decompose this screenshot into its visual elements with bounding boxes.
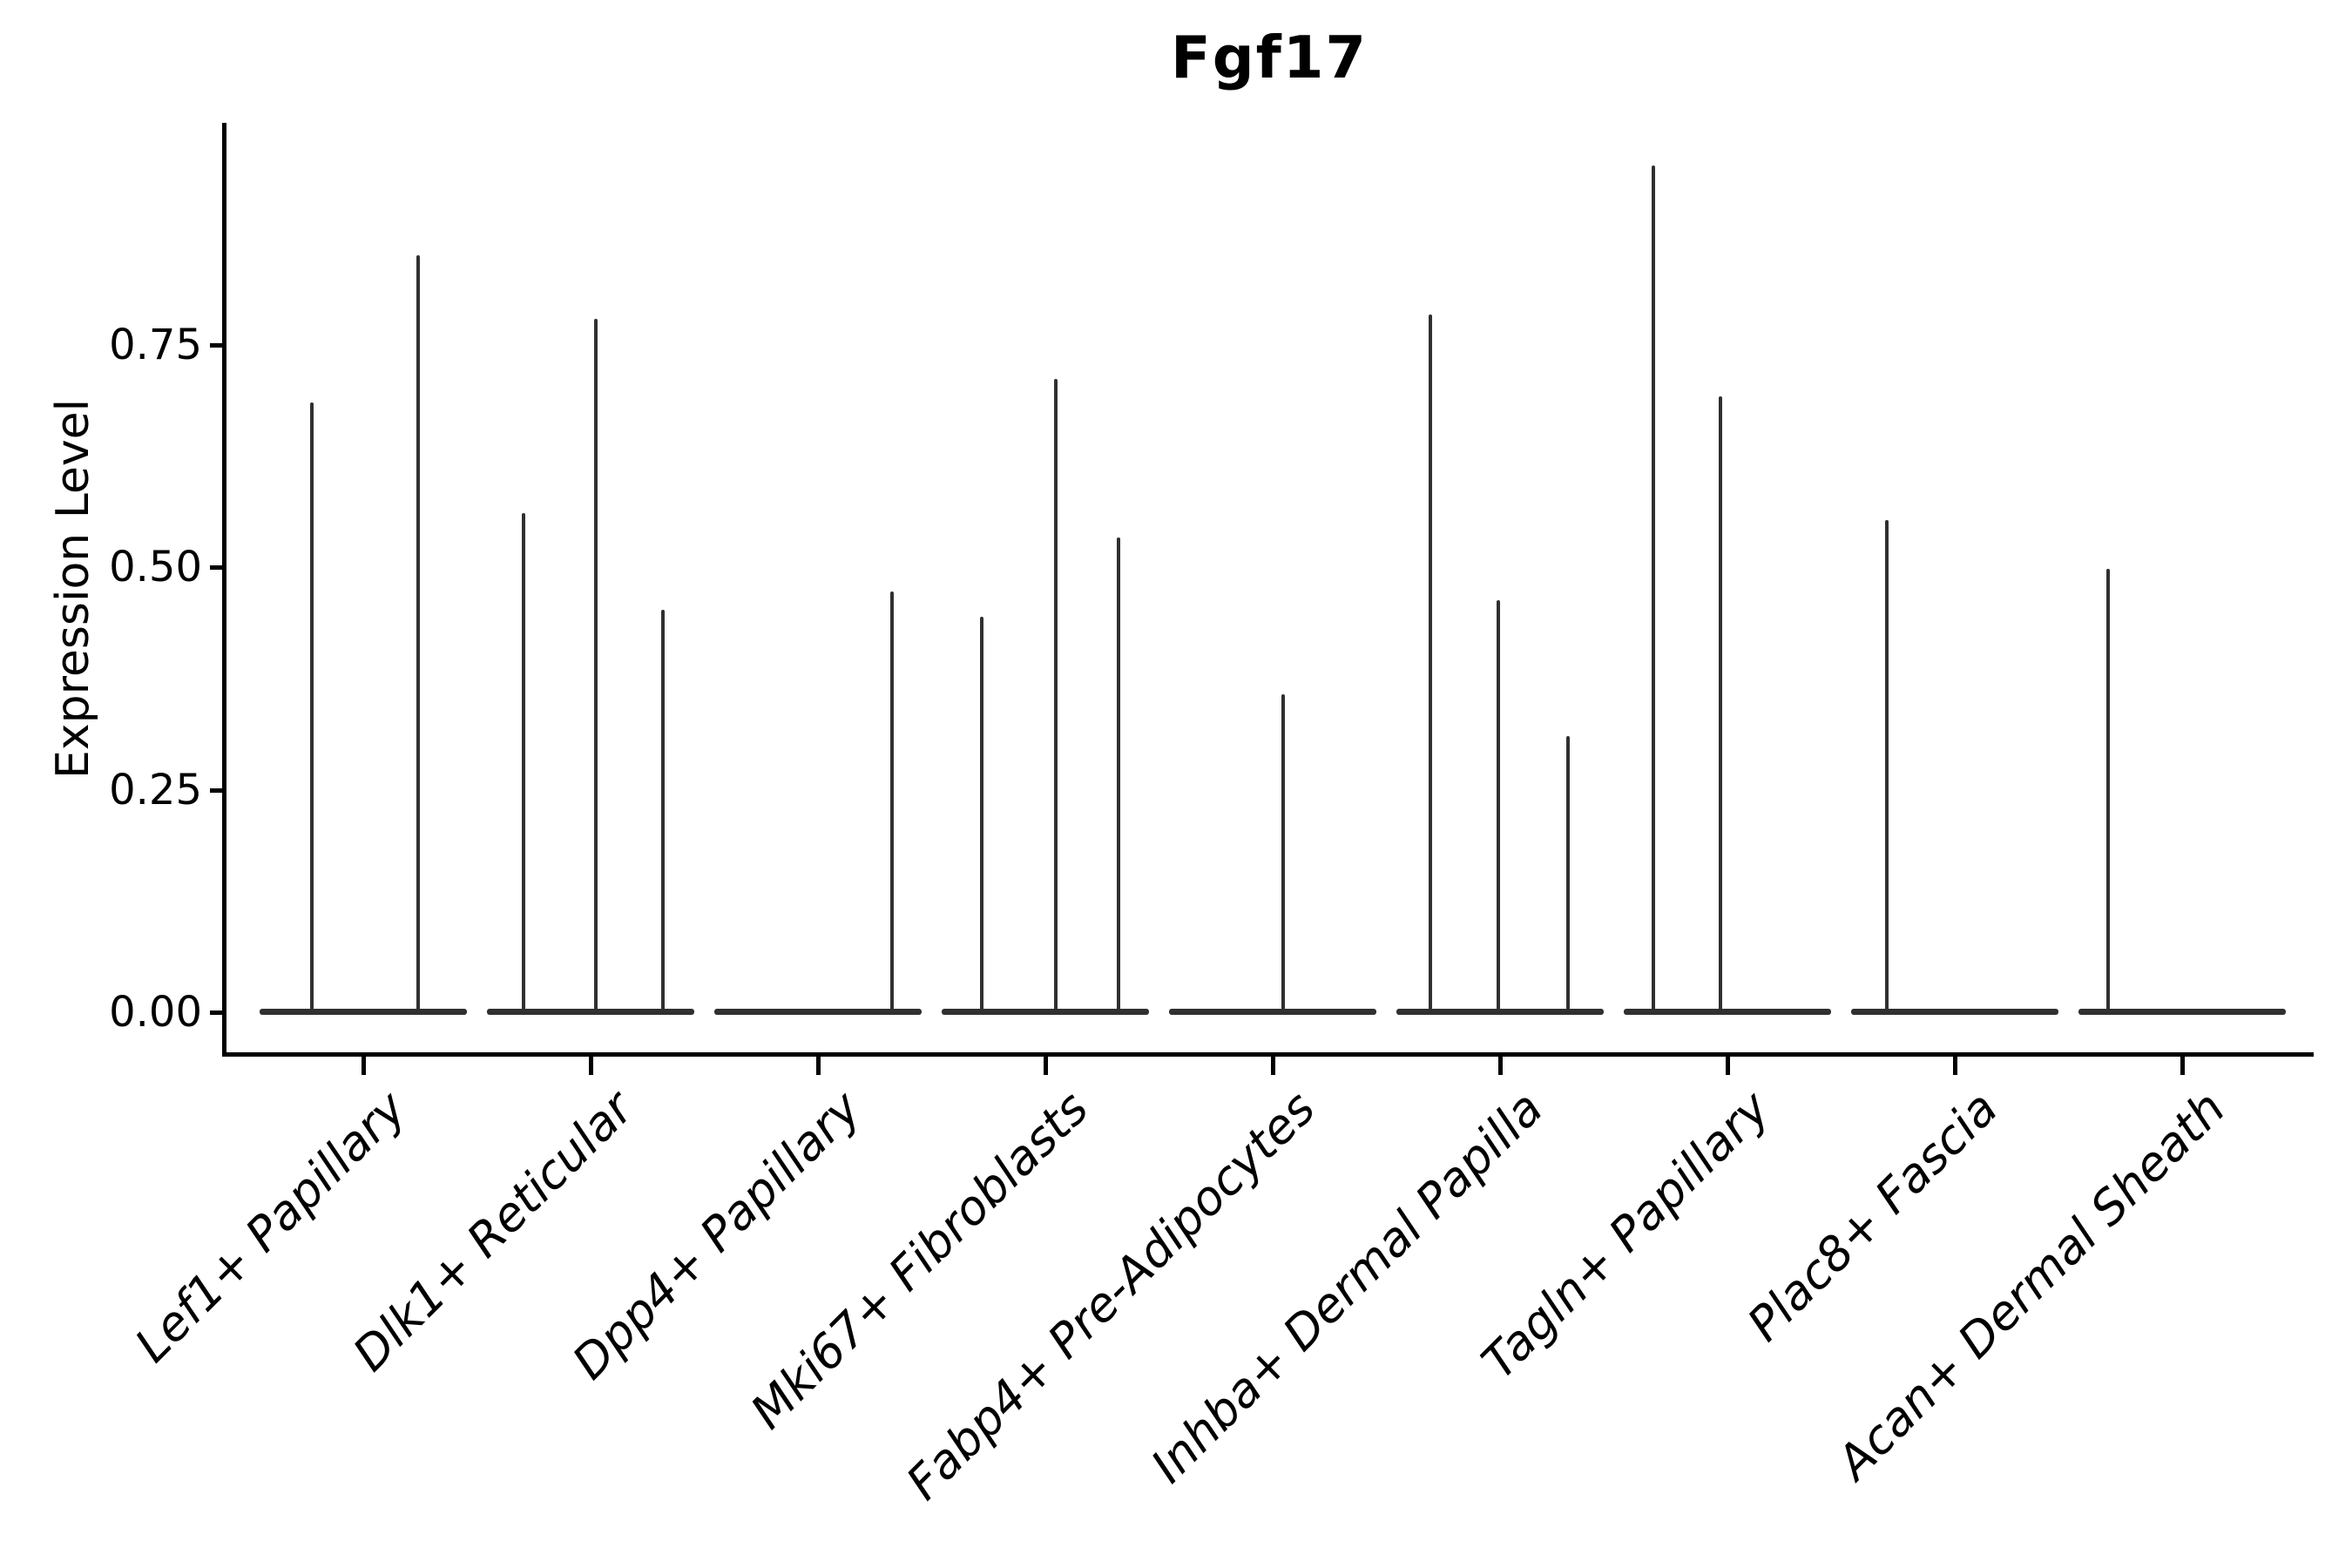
x-tick-mark	[1044, 1057, 1048, 1075]
y-tick-mark	[210, 787, 223, 793]
x-axis-spine	[222, 1052, 2314, 1057]
y-tick-mark	[210, 1010, 223, 1015]
violin-baseline	[942, 1009, 1149, 1015]
violin-spike	[1566, 736, 1570, 1012]
violin-baseline	[1851, 1009, 2058, 1015]
x-tick-mark	[362, 1057, 366, 1075]
x-tick-mark	[589, 1057, 593, 1075]
x-tick-label-text: Acan+ Dermal Sheath	[1826, 1080, 2236, 1490]
violin-spike	[416, 255, 420, 1012]
x-tick-mark	[2180, 1057, 2185, 1075]
x-tick-mark	[816, 1057, 821, 1075]
violin-baseline	[1169, 1009, 1376, 1015]
x-tick-mark	[1726, 1057, 1730, 1075]
violin-spike	[594, 318, 598, 1012]
violin-spike	[1054, 379, 1058, 1012]
violin-spike	[890, 591, 894, 1012]
x-tick-label-text: Plac8+ Fascia	[1736, 1080, 2009, 1352]
y-axis-spine	[222, 123, 226, 1057]
y-tick-label: 0.00	[109, 988, 202, 1037]
violin-spike	[1497, 599, 1500, 1012]
x-tick-label-text: Fabp4+ Pre-Adipocytes	[896, 1080, 1327, 1511]
violin-spike	[1652, 166, 1655, 1012]
chart-title: Fgf17	[1170, 24, 1369, 91]
violin-spike	[980, 617, 983, 1012]
x-tick-label-text: Inhba+ Dermal Papilla	[1140, 1080, 1554, 1494]
violin-spike	[310, 402, 314, 1012]
y-tick-label: 0.25	[109, 765, 202, 814]
violin-baseline	[1396, 1009, 1604, 1015]
violin-spike	[522, 512, 525, 1012]
violin-spike	[1429, 314, 1432, 1012]
violin-baseline	[1624, 1009, 1831, 1015]
y-tick-mark	[210, 342, 223, 348]
y-tick-label: 0.75	[109, 320, 202, 369]
y-tick-mark	[210, 565, 223, 570]
y-tick-label: 0.50	[109, 543, 202, 591]
violin-baseline	[260, 1009, 467, 1015]
violin-baseline	[487, 1009, 694, 1015]
violin-baseline	[2078, 1009, 2286, 1015]
y-axis-label: Expression Level	[47, 398, 99, 780]
violin-spike	[661, 610, 665, 1012]
violin-spike	[2106, 569, 2110, 1012]
violin-spike	[1885, 519, 1889, 1012]
x-tick-mark	[1498, 1057, 1503, 1075]
violin-spike	[1719, 395, 1722, 1012]
x-tick-mark	[1953, 1057, 1957, 1075]
x-tick-mark	[1271, 1057, 1275, 1075]
violin-spike	[1117, 537, 1120, 1012]
violin-baseline	[714, 1009, 922, 1015]
violin-spike	[1281, 694, 1285, 1012]
